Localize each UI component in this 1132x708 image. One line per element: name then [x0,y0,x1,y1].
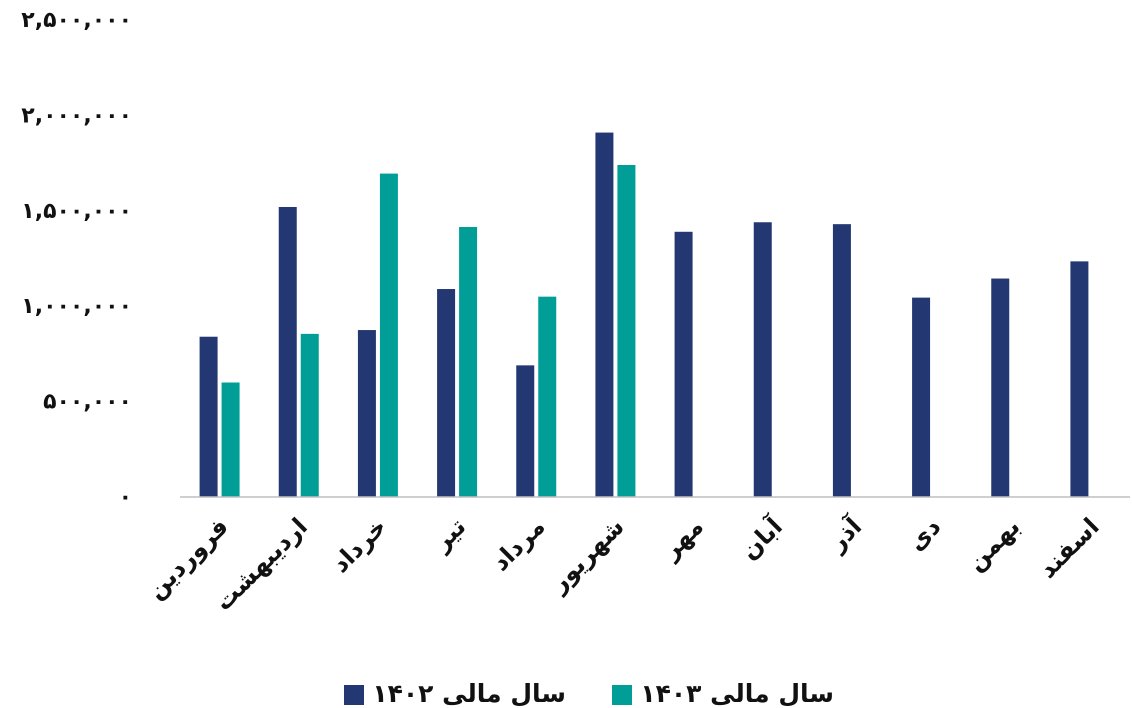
x-tick-label: اسفند [1033,512,1104,583]
legend-swatch [612,685,632,705]
y-tick-label: ۱,۵۰۰,۰۰۰ [21,199,132,224]
legend-label: سال مالی ۱۴۰۳ [640,679,834,708]
y-axis: ۰ ۵۰۰,۰۰۰ ۱,۰۰۰,۰۰۰ ۱,۵۰۰,۰۰۰ ۲,۰۰۰,۰۰۰ ۲,۵۰۰… [21,8,132,510]
bars [199,132,1089,498]
x-tick-label: تیر [427,512,471,556]
legend-swatch [344,685,364,705]
bar-1-2 [278,206,297,497]
bar-2-3 [379,173,398,497]
bar-1-6 [595,132,614,497]
x-tick-label: آذر [822,511,868,557]
bar-1-1 [199,336,218,497]
bar-1-9 [832,224,851,497]
bar-1-10 [912,297,931,497]
x-tick-label: دی [902,512,946,556]
x-tick-label: مهر [656,512,709,565]
bar-1-7 [674,231,693,497]
x-tick-label: خرداد [326,512,392,578]
bar-1-12 [1070,261,1089,497]
x-tick-label: آبان [734,511,788,565]
bar-2-6 [617,165,636,497]
x-tick-label: شهریور [544,512,630,598]
y-tick-label: ۲,۰۰۰,۰۰۰ [21,103,132,128]
legend-label: سال مالی ۱۴۰۲ [372,679,566,708]
bar-2-5 [538,296,557,497]
bar-1-4 [437,289,456,497]
y-tick-label: ۱,۰۰۰,۰۰۰ [21,294,132,319]
bar-1-5 [516,365,535,497]
y-tick-label: ۲,۵۰۰,۰۰۰ [21,8,132,33]
legend: سال مالی ۱۴۰۲ سال مالی ۱۴۰۳ [344,679,834,708]
bar-2-4 [459,227,478,497]
y-tick-label: ۵۰۰,۰۰۰ [43,390,132,415]
bar-1-8 [753,222,772,498]
bar-1-3 [357,330,376,497]
y-tick-label: ۰ [119,485,132,510]
bar-2-1 [221,382,240,497]
bar-1-11 [991,278,1010,497]
x-tick-label: بهمن [961,512,1025,576]
x-tick-label: مرداد [486,512,550,576]
bar-2-2 [300,333,319,497]
